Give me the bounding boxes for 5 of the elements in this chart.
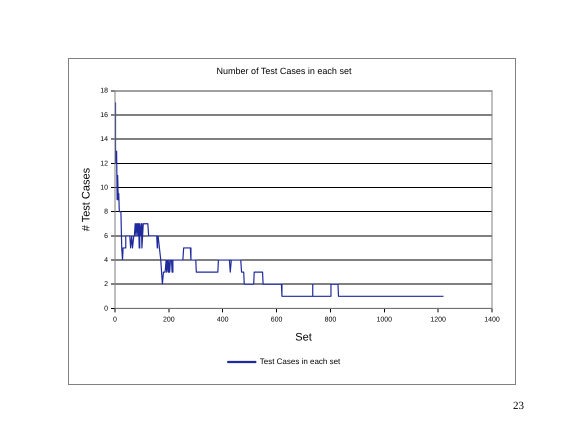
text: 23: [513, 400, 524, 412]
chart-title: Number of Test Cases in each set: [216, 66, 352, 76]
x-axis-title: Set: [295, 331, 312, 344]
y-axis-title: # Test Cases: [80, 167, 93, 232]
legend-label: Test Cases in each set: [260, 357, 342, 366]
